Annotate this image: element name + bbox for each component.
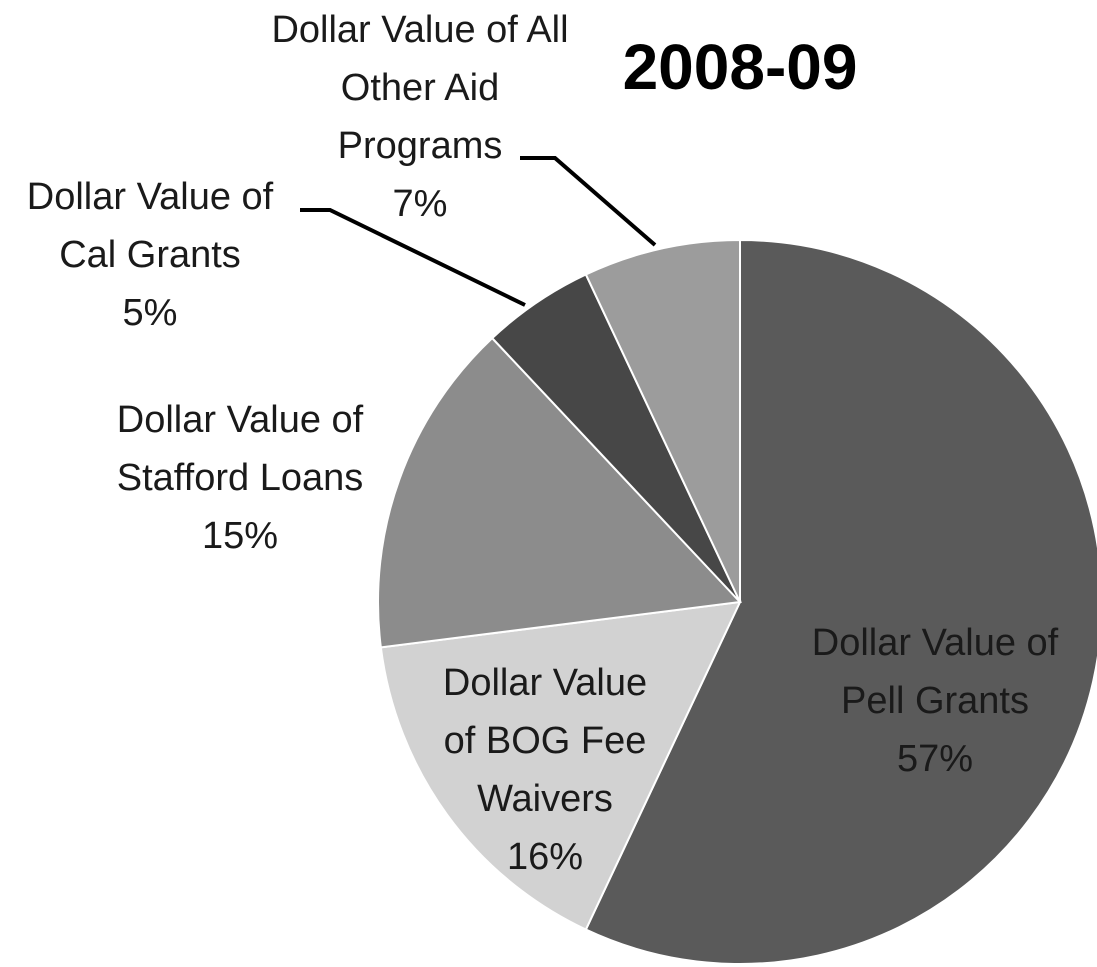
category-label: Dollar Value of All Other Aid Programs (271, 9, 569, 167)
chart-title: 2008-09 (622, 31, 858, 103)
leader-line (520, 156, 657, 247)
slice-label: Dollar Value of Stafford Loans 15% (90, 391, 390, 565)
value-label: 7% (392, 183, 448, 225)
category-label: Dollar Value of Stafford Loans (116, 399, 364, 499)
value-label: 57% (896, 738, 974, 780)
pie-slice (584, 238, 741, 603)
value-label: 5% (122, 292, 178, 334)
category-label: Dollar Value of Pell Grants (811, 622, 1059, 722)
category-label: Dollar Value of BOG Fee Waivers (442, 662, 648, 820)
slice-label: Dollar Value of All Other Aid Programs 7% (270, 1, 570, 233)
slice-label: Dollar Value of Cal Grants 5% (0, 168, 300, 342)
slice-label: Dollar Value of BOG Fee Waivers 16% (425, 654, 665, 886)
pie-slice (584, 238, 1097, 965)
category-label: Dollar Value of Cal Grants (26, 176, 274, 276)
value-label: 16% (506, 836, 584, 878)
pie-slice (377, 336, 743, 649)
slice-label: Dollar Value of Pell Grants 57% (785, 614, 1085, 788)
value-label: 15% (201, 515, 279, 557)
leader-line (300, 208, 526, 307)
pie-slice (379, 600, 742, 931)
